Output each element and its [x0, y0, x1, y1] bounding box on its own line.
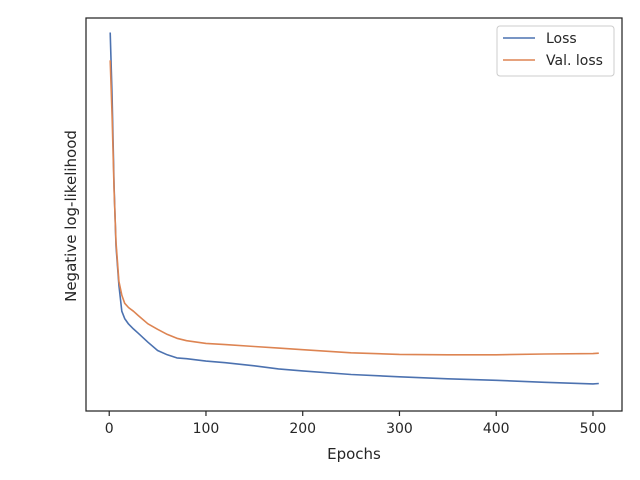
tick-layer: 0 100 200 300 400 500: [105, 411, 607, 437]
x-tick-label: 300: [386, 421, 413, 437]
x-tick-label: 200: [289, 421, 316, 437]
x-tick-label: 400: [483, 421, 510, 437]
legend: Loss Val. loss: [496, 25, 615, 77]
plot-frame: [85, 17, 623, 412]
legend-label-val-loss: Val. loss: [546, 53, 603, 69]
series-layer: [109, 32, 599, 385]
series-line-val-loss: [109, 60, 599, 356]
x-axis-title: Epochs: [327, 445, 381, 463]
legend-label-loss: Loss: [546, 31, 577, 47]
x-tick-label: 500: [580, 421, 607, 437]
x-tick-label: 100: [193, 421, 220, 437]
series-line-loss: [109, 32, 599, 385]
x-tick-label: 0: [105, 421, 114, 437]
y-axis-title: Negative log-likelihood: [62, 130, 80, 302]
